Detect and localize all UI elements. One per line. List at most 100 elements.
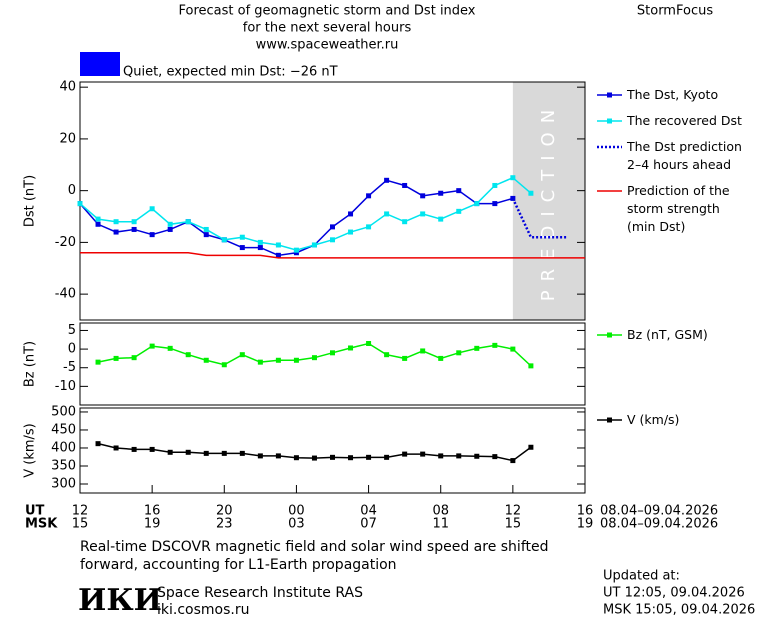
data-point — [185, 449, 191, 455]
data-point — [366, 341, 372, 346]
url: iki.cosmos.ru — [157, 602, 249, 618]
y-axis-label: Dst (nT) — [23, 175, 38, 227]
data-point — [510, 175, 516, 181]
legend-entry: V (km/s) — [627, 412, 680, 427]
prediction-label: PREDICTION — [538, 101, 559, 301]
updated-msk: MSK 15:05, 09.04.2026 — [603, 603, 755, 618]
y-tick-label: 300 — [51, 476, 76, 491]
legend-marker — [607, 332, 612, 338]
y-tick-label: 500 — [51, 404, 76, 419]
data-point — [348, 455, 354, 461]
data-point — [366, 454, 372, 460]
series-line — [79, 179, 514, 257]
data-point — [203, 450, 209, 456]
y-axis-label: V (km/s) — [23, 423, 38, 478]
data-point — [492, 342, 498, 348]
legend-marker — [607, 417, 612, 423]
data-point — [149, 446, 155, 452]
data-point — [221, 362, 227, 368]
data-point — [167, 345, 173, 351]
data-point — [456, 350, 462, 356]
title-line: www.spaceweather.ru — [256, 38, 399, 53]
data-point — [131, 226, 137, 232]
data-point — [528, 190, 534, 196]
y-tick-label: 0 — [68, 183, 76, 198]
brand: StormFocus — [637, 4, 713, 19]
data-point — [366, 224, 372, 230]
data-point — [420, 348, 426, 354]
data-point — [330, 224, 335, 230]
data-point — [113, 229, 119, 235]
data-point — [402, 219, 408, 225]
data-point — [330, 350, 335, 356]
data-point — [510, 346, 516, 352]
series-line — [79, 176, 532, 251]
legend-marker — [607, 118, 612, 124]
data-point — [203, 357, 209, 363]
legend-entry: The Dst, Kyoto — [627, 87, 719, 102]
data-point — [438, 355, 444, 361]
data-point — [293, 247, 299, 253]
data-point — [456, 208, 462, 214]
plot-frame — [79, 322, 586, 406]
updated-ut: UT 12:05, 09.04.2026 — [603, 586, 745, 601]
data-point — [185, 219, 191, 225]
data-point — [330, 237, 335, 243]
data-point — [402, 182, 408, 188]
msk-label: MSK — [25, 517, 58, 532]
data-point — [293, 357, 299, 363]
data-point — [402, 355, 408, 361]
data-point — [95, 216, 101, 222]
data-point — [330, 454, 335, 460]
data-point — [420, 451, 426, 457]
x-tick-label: 20 — [216, 504, 233, 519]
x-tick-label-msk: 15 — [505, 517, 522, 532]
data-point — [438, 190, 444, 196]
data-point — [131, 355, 137, 361]
data-point — [275, 242, 281, 248]
data-point — [456, 453, 462, 459]
y-axis-label: Bz (nT) — [23, 341, 38, 387]
institute: Space Research Institute RAS — [157, 585, 363, 601]
y-tick-label: -20 — [55, 235, 76, 250]
legend-entry: The recovered Dst — [627, 113, 742, 128]
data-point — [257, 453, 263, 459]
x-tick-label: 12 — [505, 504, 522, 519]
data-point — [528, 363, 534, 369]
data-point — [420, 193, 426, 199]
y-tick-label: 0 — [68, 342, 76, 357]
data-point — [311, 455, 317, 461]
legend-entry: Prediction of the storm strength (min Ds… — [627, 183, 730, 234]
data-point — [257, 245, 263, 251]
data-point — [221, 237, 227, 243]
y-tick-label: 40 — [59, 80, 76, 95]
data-point — [239, 245, 245, 251]
plot-frame — [79, 407, 586, 494]
y-tick-label: 20 — [59, 131, 76, 146]
data-point — [221, 450, 227, 456]
data-point — [131, 446, 137, 452]
data-point — [149, 343, 155, 349]
updated: Updated at: — [603, 569, 680, 584]
data-point — [167, 449, 173, 455]
data-point — [293, 455, 299, 461]
data-point — [113, 445, 119, 451]
data-point — [510, 458, 516, 464]
msk-date: 08.04–09.04.2026 — [600, 517, 718, 532]
data-point — [456, 188, 462, 194]
data-point — [311, 242, 317, 248]
legend-marker — [607, 92, 612, 98]
data-point — [384, 211, 390, 217]
data-point — [239, 234, 245, 240]
x-tick-label-msk: 19 — [144, 517, 161, 532]
data-point — [203, 232, 209, 238]
x-tick-label: 16 — [577, 504, 594, 519]
data-point — [438, 216, 444, 222]
data-point — [348, 345, 354, 351]
data-point — [384, 454, 390, 460]
data-point — [149, 206, 155, 212]
footnote: Real-time DSCOVR magnetic field and sola… — [80, 539, 549, 573]
x-tick-label-msk: 15 — [72, 517, 89, 532]
